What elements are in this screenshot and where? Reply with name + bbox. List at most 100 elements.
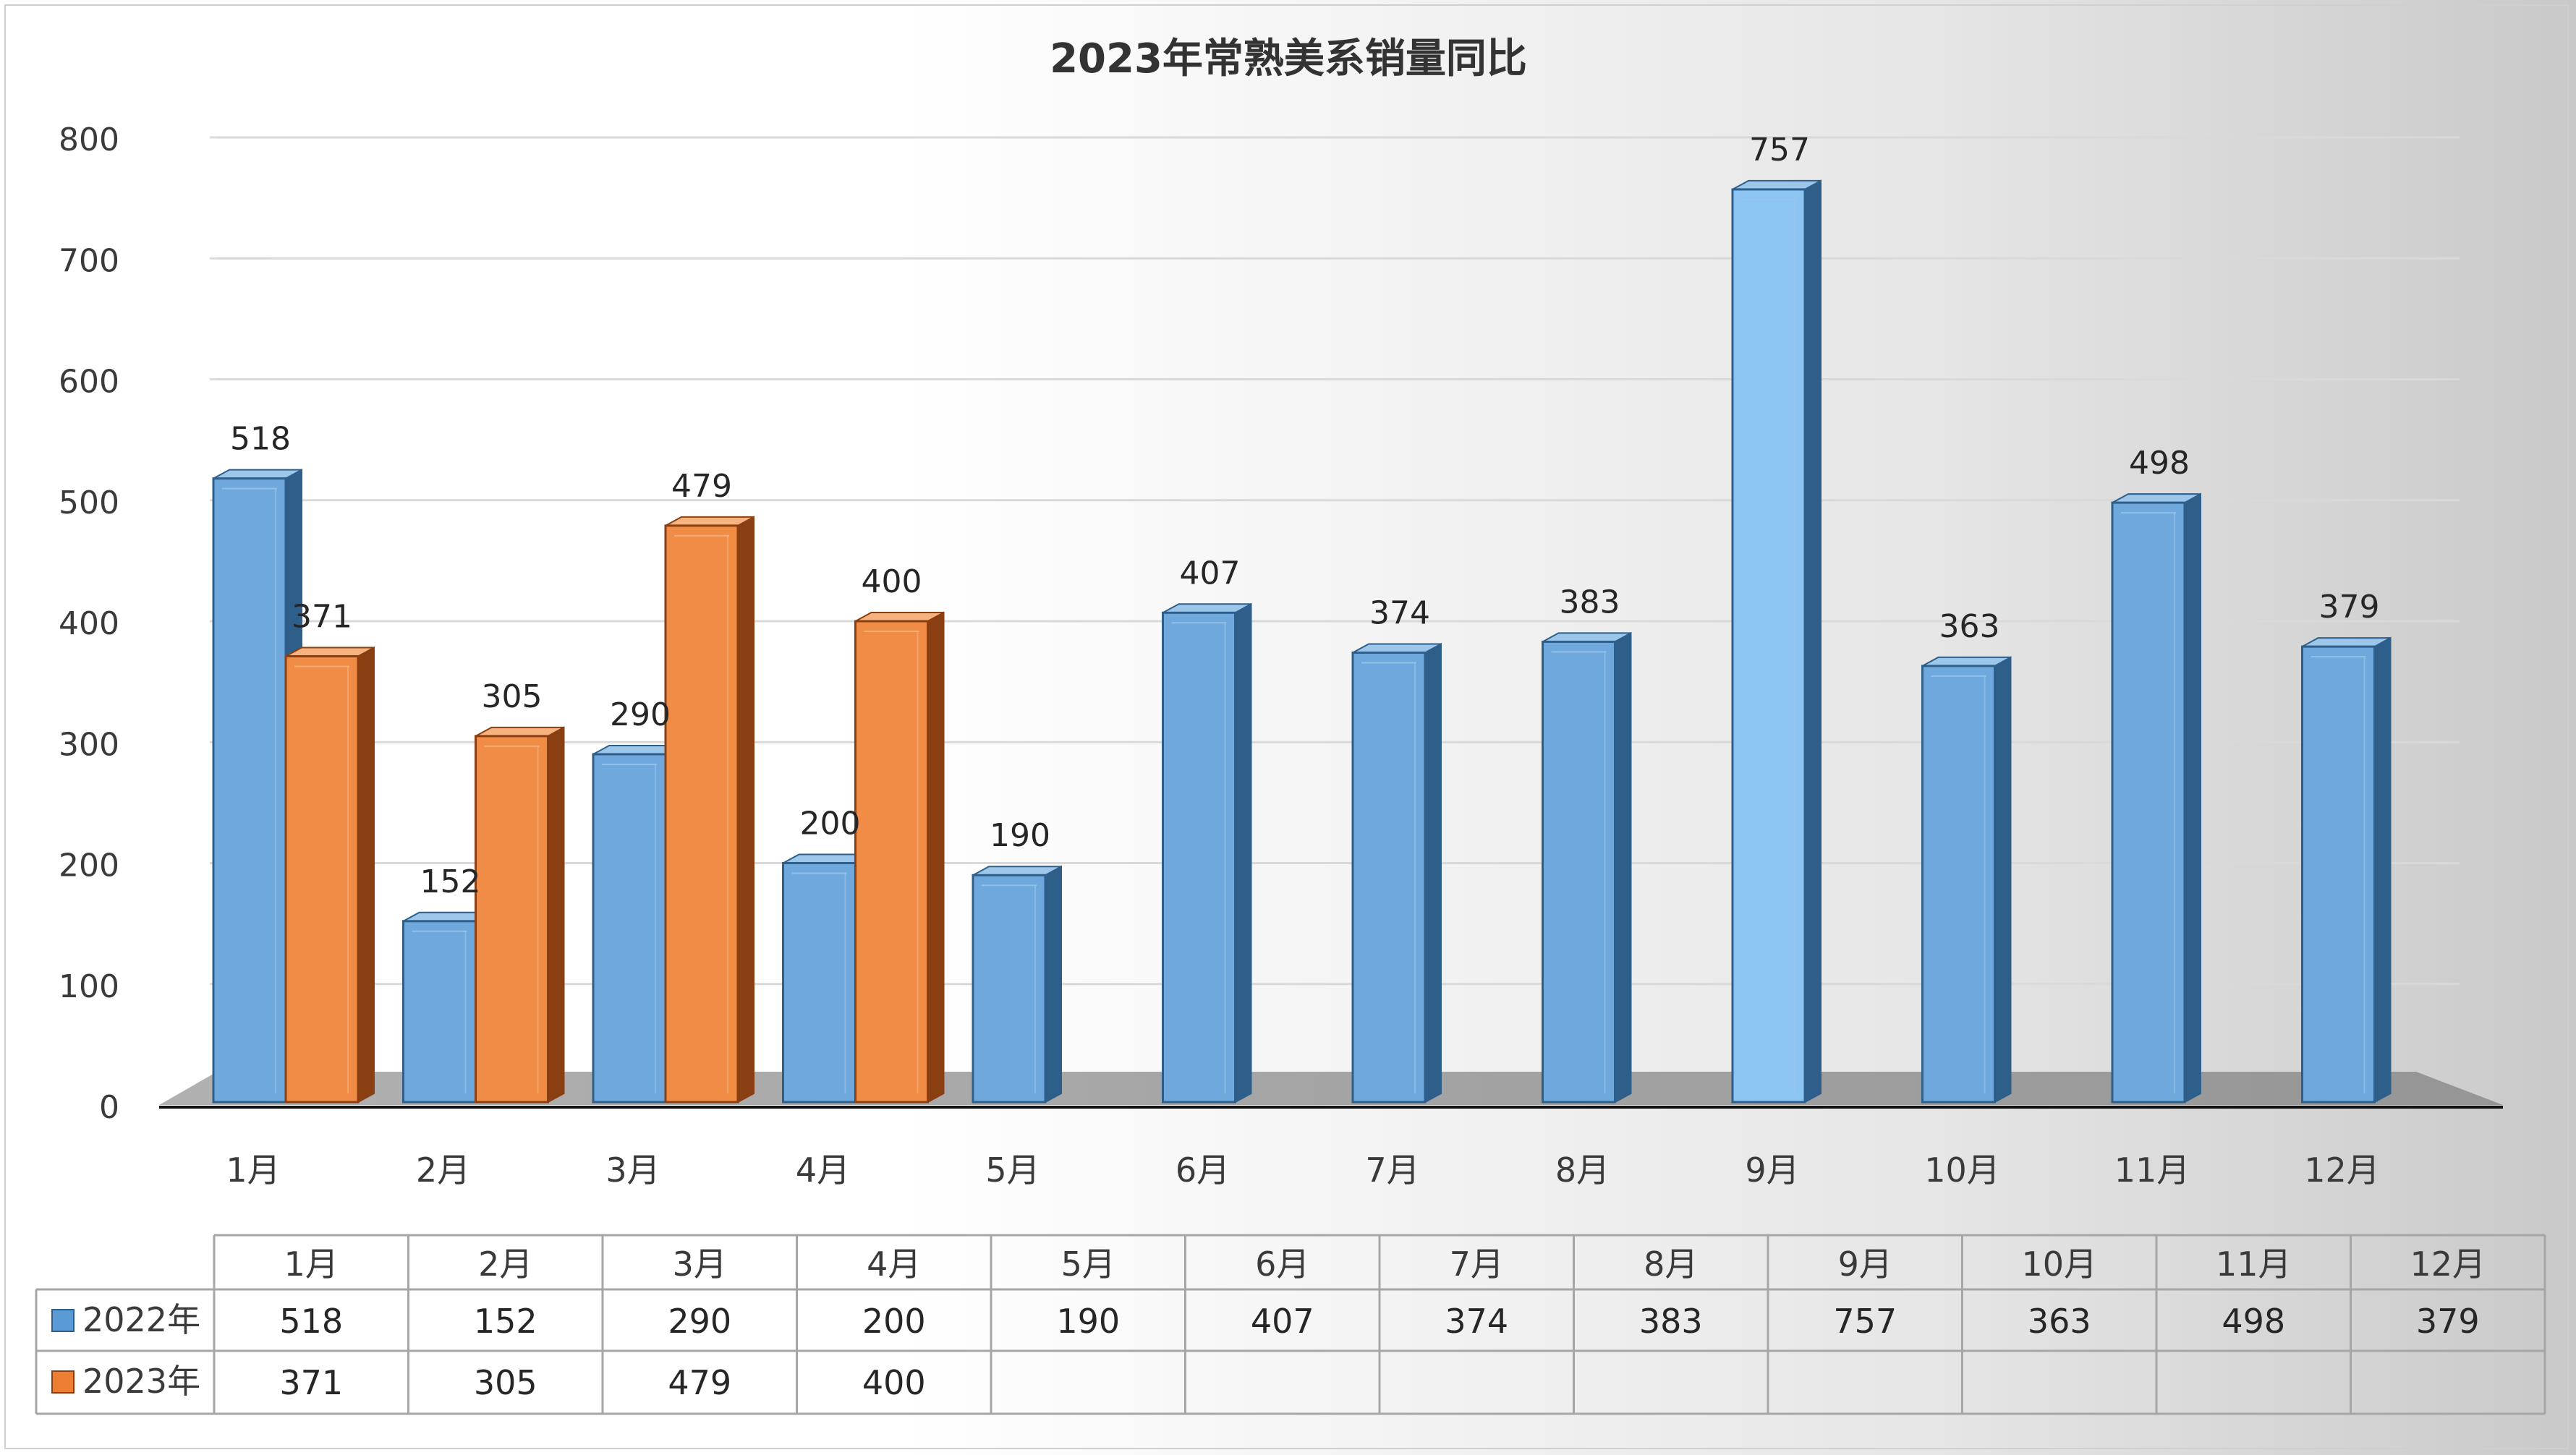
data-label-2023: 400: [862, 563, 922, 600]
x-tick-label: 10月: [1924, 1151, 2000, 1190]
bar-2022-10-top: [1922, 656, 2011, 667]
bar-2022-1-top: [213, 469, 302, 479]
bar-2022-6: [1162, 602, 1252, 1104]
bars: [212, 179, 2392, 1104]
x-axis: 1月 2月 3月 4月 5月 6月 7月 8月 9月 10月 11月 12月: [226, 1151, 2379, 1190]
data-label-2022: 518: [230, 421, 291, 458]
bar-2022-11-front: [2111, 501, 2186, 1104]
bar-2023-4: [854, 611, 945, 1104]
bar-2023-1: [284, 646, 375, 1104]
table-value-cell: 200: [862, 1302, 926, 1341]
bar-2023-1-side: [357, 646, 375, 1104]
table-value-cell: 479: [668, 1363, 731, 1402]
data-table: 1月 518 371 2月 152 305 3月 290 479 4月 200 400 5月 190 6月 4…: [35, 1234, 2546, 1415]
gridlines: [210, 136, 2460, 986]
x-tick-label: 11月: [2114, 1151, 2190, 1190]
x-tick-label: 12月: [2304, 1151, 2380, 1190]
y-axis: 0 100 200 300 400 500 600 700 800: [59, 121, 119, 1126]
bar-2023-3-front: [664, 524, 739, 1104]
y-tick-label: 100: [59, 968, 119, 1005]
x-tick-label: 1月: [226, 1151, 280, 1190]
bar-2022-8-side: [1614, 631, 1632, 1104]
bar-2023-3-top: [665, 516, 754, 526]
bar-2022-8: [1542, 631, 1632, 1104]
table-value-cell: 757: [1833, 1302, 1897, 1341]
bar-2023-2-top: [475, 726, 564, 737]
bar-2022-5-side: [1045, 865, 1062, 1104]
data-label-2023: 305: [482, 678, 543, 715]
bar-2023-3-side: [737, 516, 754, 1104]
data-label-2022: 383: [1560, 584, 1620, 620]
bar-2022-8-top: [1542, 632, 1631, 643]
table-value-cell: 152: [474, 1302, 537, 1341]
data-label-2022: 374: [1369, 594, 1430, 631]
x-tick-label: 8月: [1555, 1151, 1610, 1190]
bar-2022-9-front: [1731, 188, 1806, 1104]
data-label-2022: 498: [2129, 445, 2190, 482]
table-header-cell: 10月: [2021, 1245, 2097, 1284]
bar-2022-9-side: [1804, 179, 1822, 1104]
table-header-cell: 9月: [1838, 1245, 1892, 1284]
table-header-cell: 11月: [2216, 1245, 2292, 1284]
bar-2022-6-side: [1234, 602, 1252, 1104]
bar-2023-4-side: [927, 611, 945, 1104]
legend-label: 2022年: [82, 1300, 200, 1339]
data-label-2022: 152: [420, 863, 481, 900]
bar-2022-5: [972, 865, 1062, 1104]
bar-2023-1-top: [285, 647, 375, 657]
bar-2023-4-front: [854, 620, 929, 1104]
bar-2022-10-side: [1994, 656, 2012, 1104]
data-label-2023: 479: [671, 468, 732, 505]
legend-key-2023年: [51, 1370, 75, 1394]
bar-2022-7: [1351, 642, 1442, 1104]
table-value-cell: 363: [2028, 1302, 2091, 1341]
table-value-cell: 371: [279, 1363, 343, 1402]
bar-2022-12-top: [2302, 637, 2391, 648]
bar-2022-5-top: [972, 866, 1062, 876]
bar-2022-9: [1731, 179, 1822, 1104]
table-header-cell: 3月: [673, 1245, 727, 1284]
bar-2023-2: [475, 726, 565, 1104]
x-tick-label: 5月: [985, 1151, 1040, 1190]
bar-2022-11-top: [2112, 493, 2201, 504]
bar-2022-2-front: [402, 920, 477, 1104]
data-label-2022: 379: [2319, 589, 2380, 626]
data-label-2022: 190: [990, 817, 1050, 854]
x-tick-label: 6月: [1176, 1151, 1230, 1190]
data-label-2022: 757: [1749, 132, 1810, 168]
y-tick-label: 600: [59, 364, 119, 401]
bar-2022-6-top: [1162, 603, 1251, 614]
table-header-cell: 6月: [1255, 1245, 1309, 1284]
bar-2023-1-front: [284, 655, 360, 1104]
table-header-cell: 5月: [1061, 1245, 1115, 1284]
bar-2022-7-front: [1351, 651, 1427, 1104]
bar-2022-8-front: [1542, 640, 1616, 1104]
table-value-cell: 290: [668, 1302, 731, 1341]
bar-2022-5-front: [972, 874, 1047, 1104]
bar-2022-4-front: [782, 862, 856, 1104]
bar-2022-1-front: [212, 477, 287, 1104]
table-header-cell: 4月: [867, 1245, 921, 1284]
table-value-cell: 379: [2416, 1302, 2480, 1341]
y-tick-label: 700: [59, 242, 119, 279]
bar-2022-3-front: [592, 753, 667, 1104]
y-tick-label: 300: [59, 726, 119, 763]
bar-2022-10: [1921, 656, 2012, 1104]
bar-2022-11-side: [2184, 492, 2201, 1104]
bar-2022-10-front: [1921, 665, 1996, 1104]
table-value-cell: 190: [1056, 1302, 1120, 1341]
x-tick-label: 9月: [1745, 1151, 1799, 1190]
bar-2023-2-side: [547, 726, 565, 1104]
bar-2022-11: [2111, 492, 2201, 1104]
data-label-2022: 200: [800, 806, 861, 842]
y-tick-label: 0: [99, 1089, 119, 1126]
y-tick-label: 800: [59, 121, 119, 158]
data-labels: 518 371 152 305 290 479 200 400 190 407 374 383 757 3…: [230, 132, 2379, 900]
table-header-cell: 8月: [1644, 1245, 1698, 1284]
data-label-2022: 363: [1939, 608, 2000, 645]
bar-2022-12-side: [2373, 636, 2392, 1104]
table-value-cell: 305: [474, 1363, 537, 1402]
data-label-2022: 407: [1180, 555, 1241, 592]
